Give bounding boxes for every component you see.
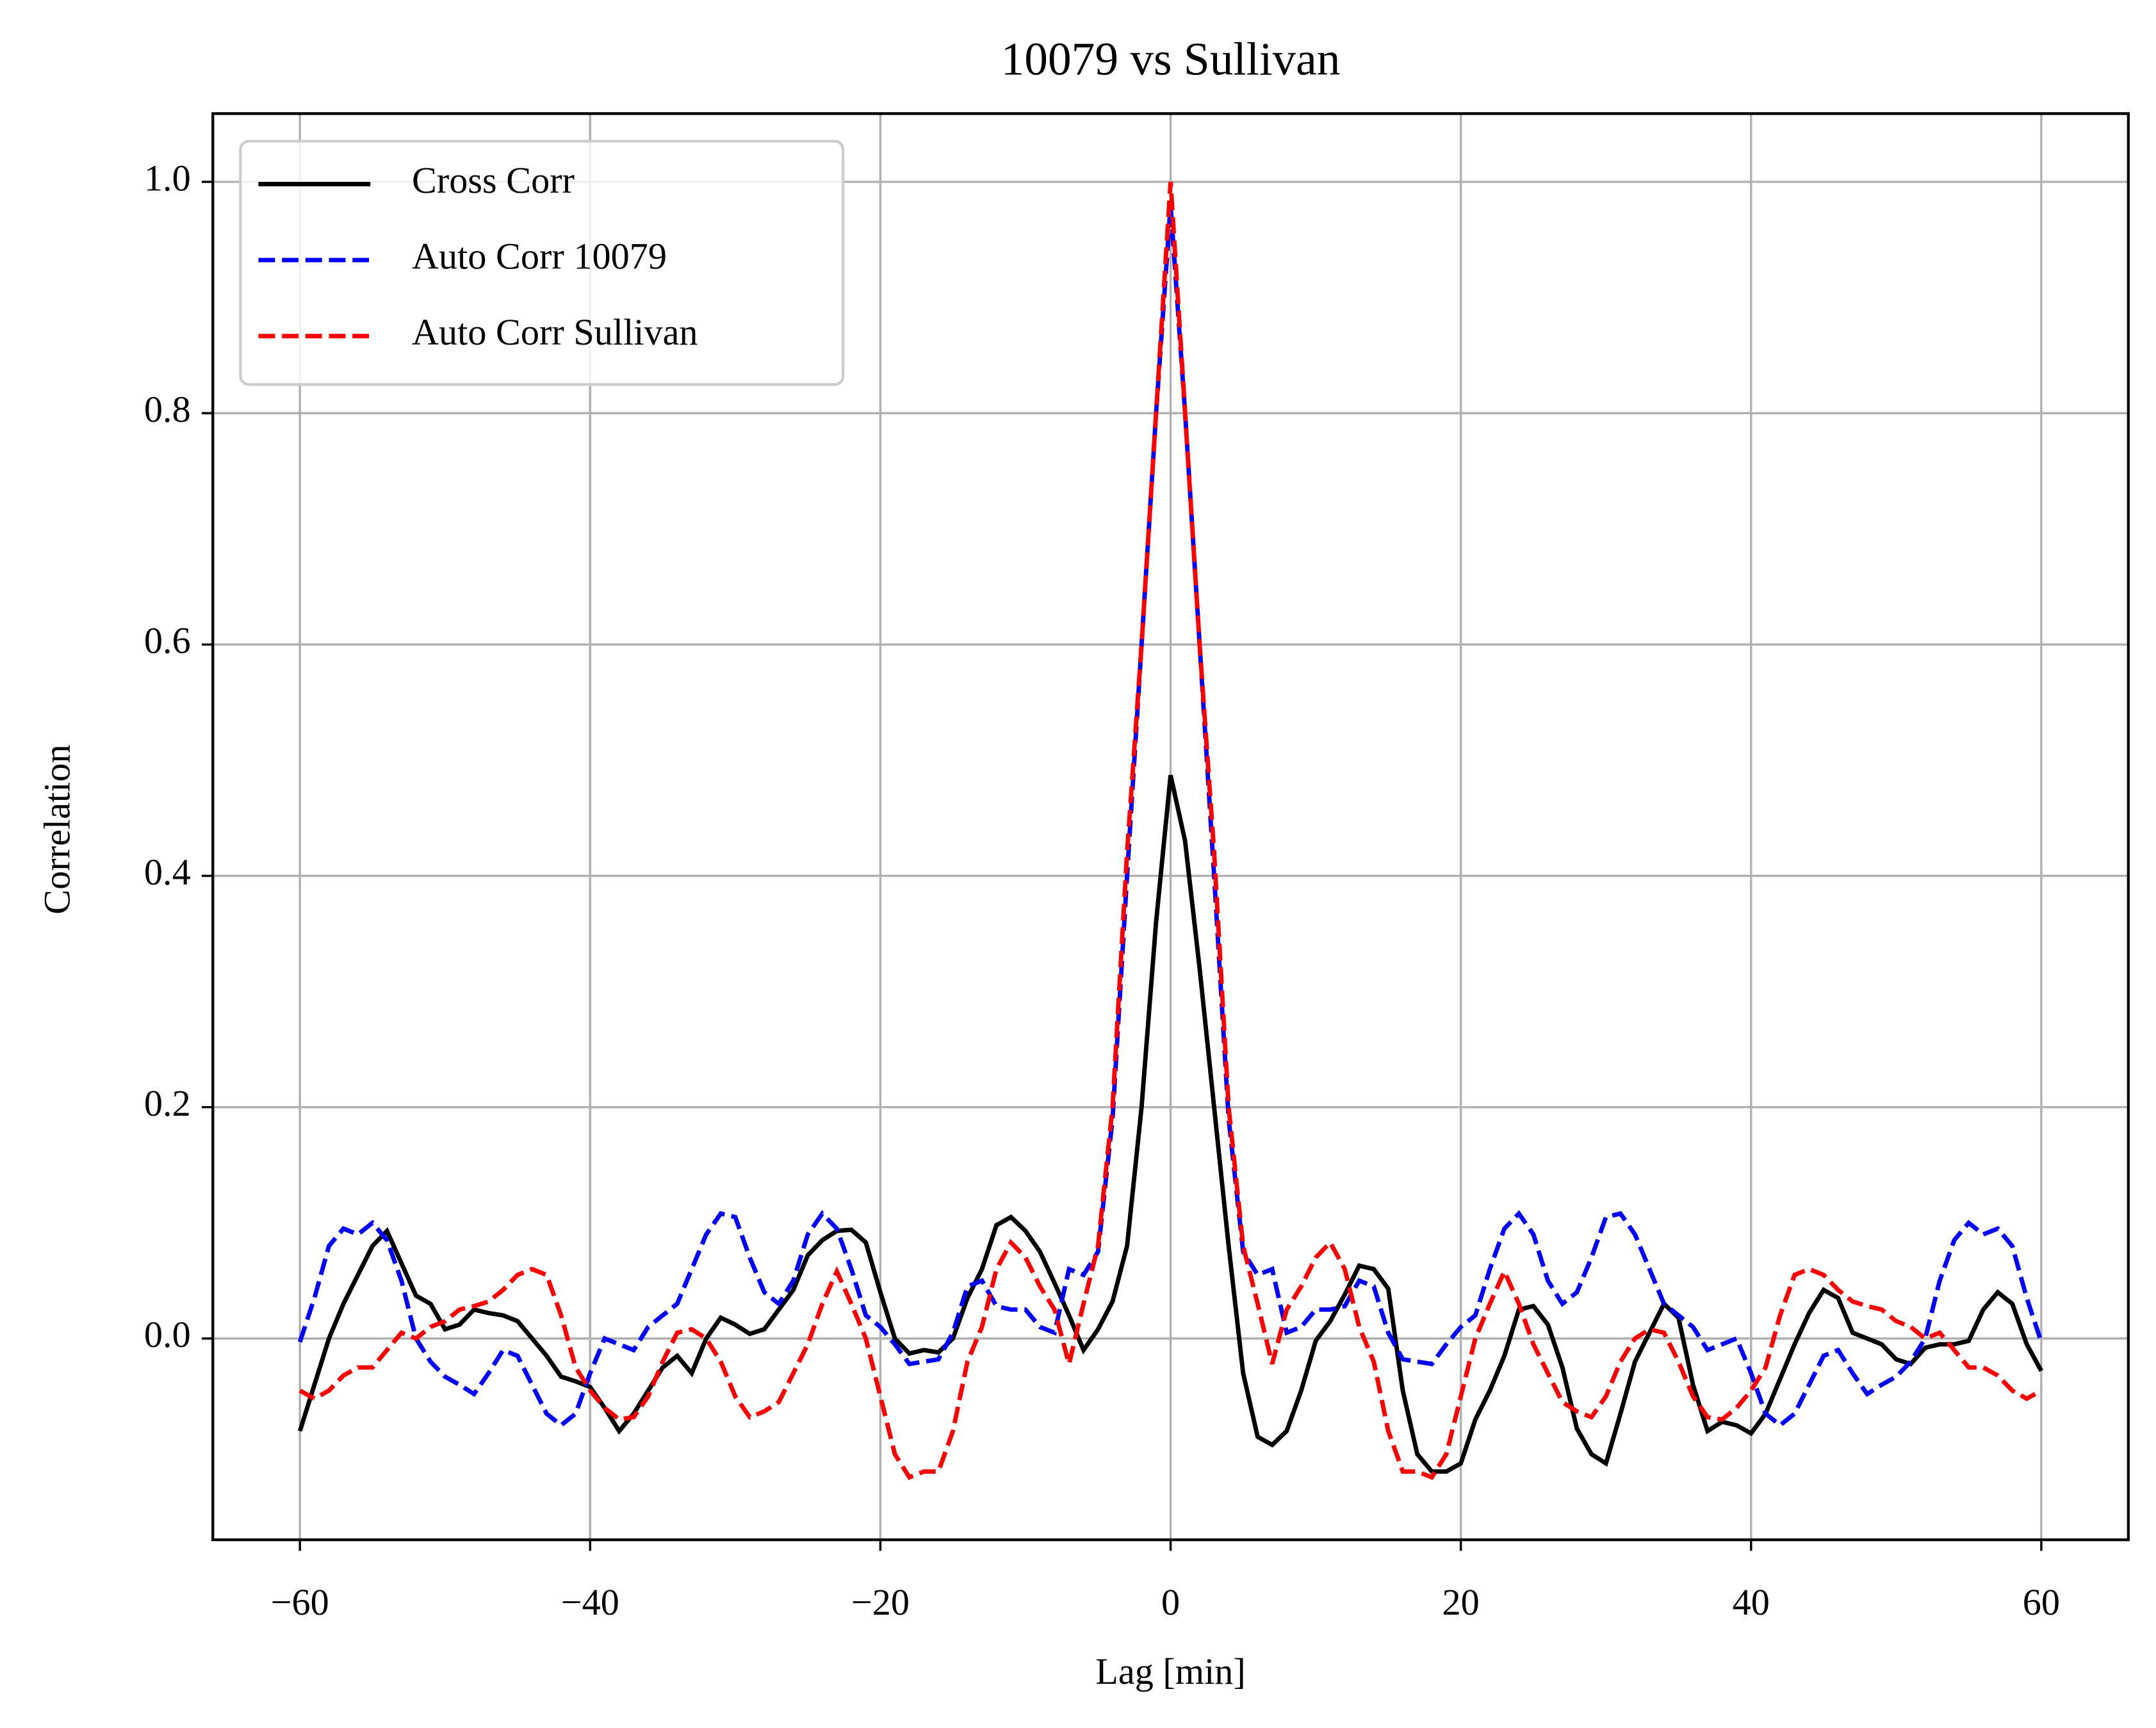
y-axis-label: Correlation (36, 744, 78, 914)
x-tick-label: −60 (271, 1581, 329, 1623)
series-line (298, 181, 2043, 1480)
series-line (297, 204, 2044, 1428)
series-line (297, 774, 2043, 1474)
chart-title: 10079 vs Sullivan (1001, 33, 1341, 85)
legend-label: Auto Corr 10079 (412, 235, 667, 277)
plot-frame (211, 112, 2130, 1542)
x-tick-label: 40 (1733, 1581, 1770, 1623)
legend-box (239, 140, 845, 386)
y-tick-label: 0.6 (144, 620, 191, 662)
y-tick-label: 0.8 (144, 388, 191, 430)
x-tick-label: 60 (2023, 1581, 2060, 1623)
legend-label: Auto Corr Sullivan (412, 311, 698, 353)
legend-label: Cross Corr (412, 159, 575, 201)
x-tick-label: −40 (561, 1581, 619, 1623)
y-tick-label: 1.0 (144, 157, 191, 199)
y-tick-label: 0.4 (144, 851, 191, 893)
x-tick-label: 0 (1161, 1581, 1180, 1623)
y-tick-label: 0.0 (144, 1314, 191, 1355)
x-tick-label: 20 (1442, 1581, 1480, 1623)
x-axis-label: Lag [min] (1095, 1651, 1246, 1692)
y-tick-label: 0.2 (144, 1082, 191, 1124)
x-tick-label: −20 (851, 1581, 910, 1623)
